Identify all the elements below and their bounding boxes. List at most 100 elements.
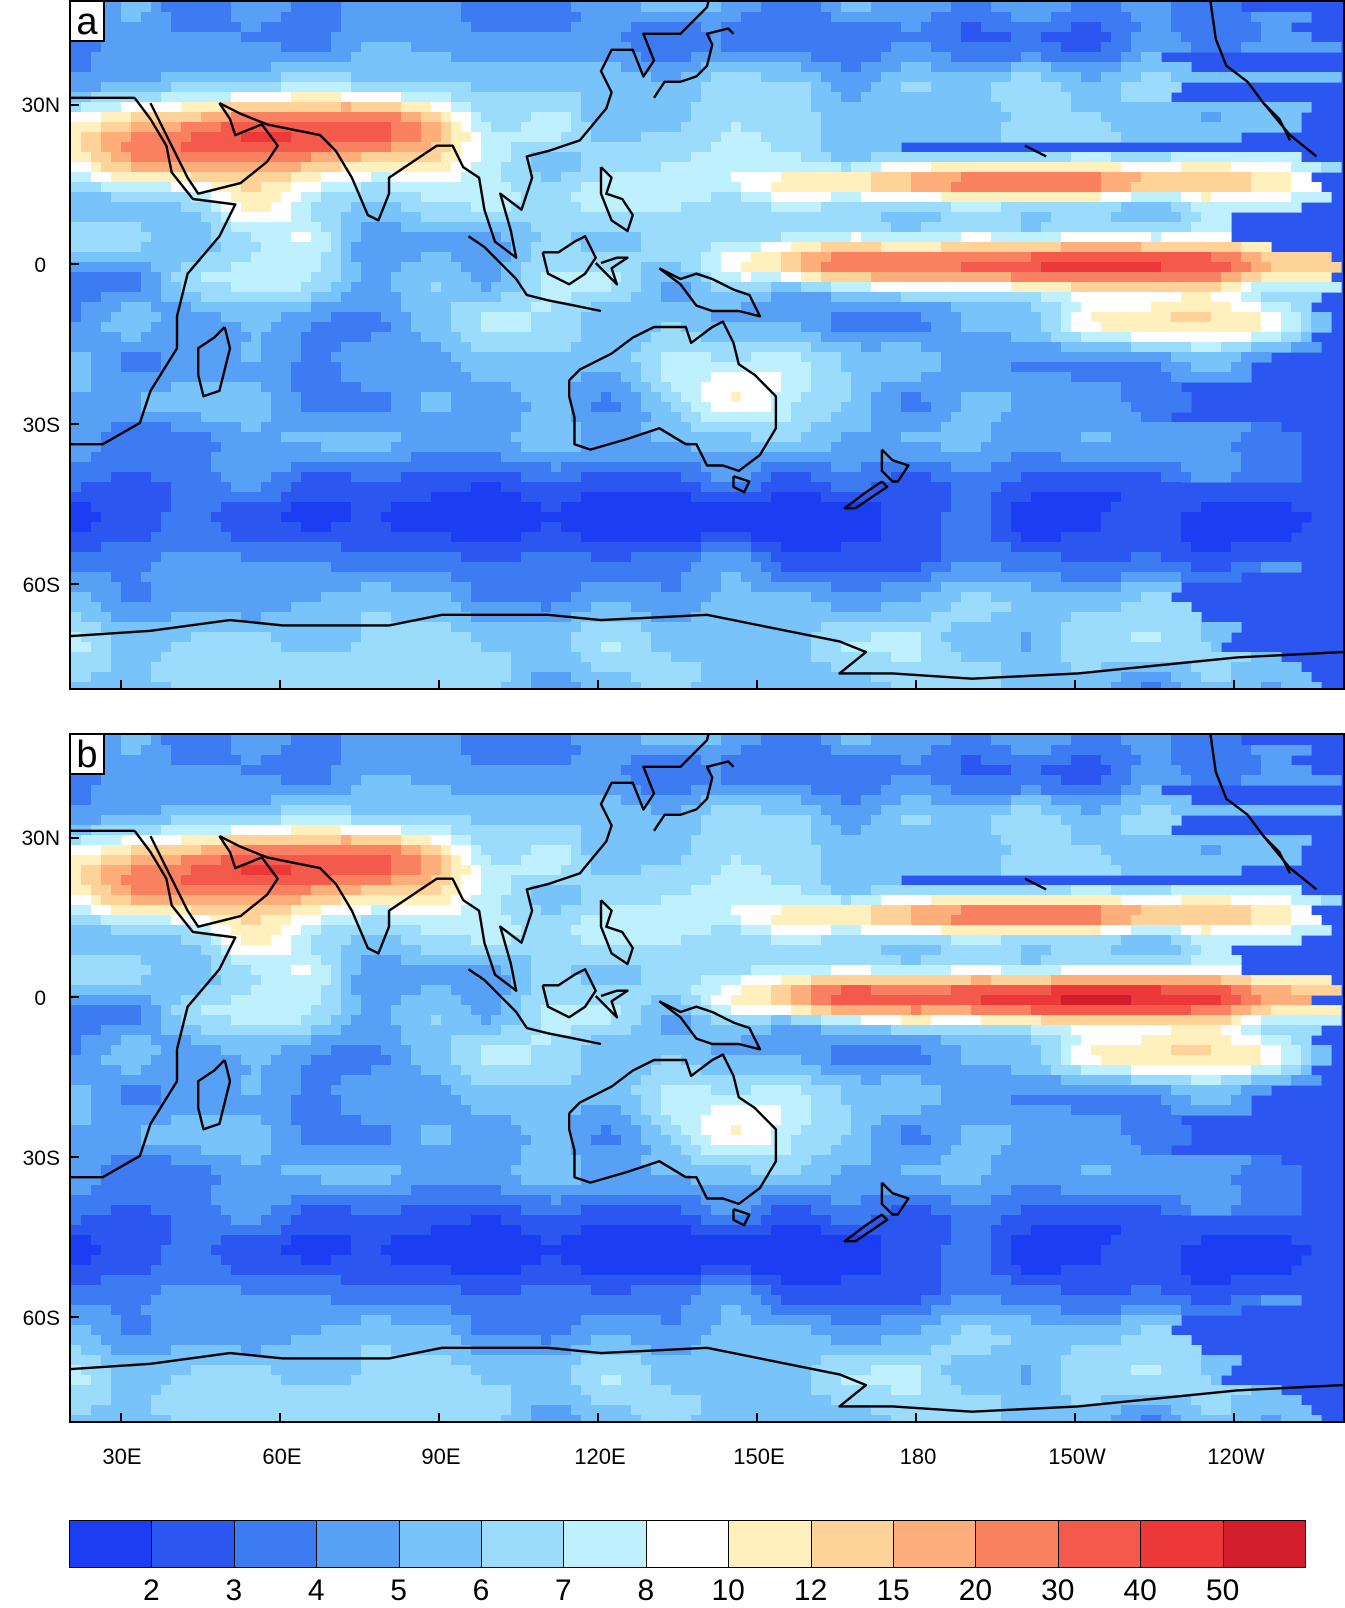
x-label-60e: 60E: [262, 1444, 302, 1469]
colorbar: [69, 1520, 1307, 1568]
arabia-coast: [149, 835, 279, 928]
x-tick: [597, 680, 599, 690]
x-tick: [438, 1413, 440, 1423]
new-guinea-coast: [658, 1000, 762, 1051]
y-tick: [69, 263, 79, 265]
madagascar-coast: [196, 1059, 232, 1131]
y-tick: [69, 104, 79, 106]
japan-coast: [652, 760, 735, 832]
arabia-coast: [149, 102, 279, 195]
map-panel-a: a: [69, 0, 1345, 690]
borneo-coast: [541, 235, 597, 286]
y-tick: [69, 837, 79, 839]
colorbar-segment: [893, 1520, 977, 1568]
colorbar-label: 3: [225, 1574, 243, 1607]
colorbar-segment: [563, 1520, 648, 1568]
coastline-b: [71, 735, 1343, 1413]
colorbar-label: 4: [307, 1574, 325, 1607]
japan-coast: [652, 27, 735, 99]
hawaii-coast: [1024, 144, 1047, 158]
x-tick: [438, 680, 440, 690]
philippines-coast: [599, 899, 634, 966]
baja-coast: [1262, 102, 1292, 141]
africa-coast: [71, 97, 237, 446]
colorbar-segment: [1222, 1520, 1307, 1568]
tasmania-coast: [732, 475, 751, 494]
panel-label-b: b: [71, 735, 105, 775]
colorbar-segment: [1140, 1520, 1225, 1568]
x-label-150e: 150E: [733, 1444, 785, 1469]
x-tick: [120, 680, 122, 690]
colorbar-label: 15: [876, 1574, 910, 1607]
y-label-0-a: 0: [34, 254, 46, 277]
y-label-60s-a: 60S: [22, 574, 60, 597]
y-label-0-b: 0: [34, 987, 46, 1010]
colorbar-label: 20: [958, 1574, 993, 1607]
y-tick: [69, 1156, 79, 1158]
antarctica-coast: [71, 613, 1343, 680]
precip-field-b: [71, 735, 1342, 1421]
colorbar-label: 2: [143, 1574, 160, 1607]
antarctica-coast: [71, 1346, 1343, 1413]
colorbar-segment: [481, 1520, 565, 1568]
colorbar-label: 8: [637, 1574, 655, 1607]
colorbar-segment: [975, 1520, 1060, 1568]
colorbar-label: 5: [390, 1574, 407, 1607]
map-panel-b: b: [69, 733, 1345, 1423]
colorbar-label: 12: [793, 1574, 828, 1607]
nz-north-coast: [880, 448, 910, 483]
x-label-120w: 120W: [1207, 1444, 1265, 1469]
y-tick: [69, 1316, 79, 1318]
y-tick: [69, 583, 79, 585]
borneo-coast: [541, 968, 597, 1019]
colorbar-segment: [233, 1520, 318, 1568]
sulawesi-coast: [594, 256, 629, 286]
tasmania-coast: [732, 1208, 751, 1227]
precip-field-a: [71, 2, 1342, 688]
y-label-30n-b: 30N: [21, 827, 60, 850]
colorbar-segment: [810, 1520, 895, 1568]
y-label-30n-a: 30N: [21, 94, 60, 117]
colorbar-segment: [398, 1520, 483, 1568]
y-tick: [69, 423, 79, 425]
australia-coast: [568, 1053, 778, 1206]
colorbar-segment: [1057, 1520, 1142, 1568]
x-tick: [915, 1413, 917, 1423]
x-tick: [279, 680, 281, 690]
x-tick: [279, 1413, 281, 1423]
y-label-30s-b: 30S: [22, 1147, 60, 1170]
colorbar-label: 30: [1041, 1574, 1075, 1607]
panel-label-a: a: [71, 2, 105, 42]
philippines-coast: [599, 166, 634, 233]
x-label-180: 180: [899, 1444, 937, 1469]
hawaii-coast: [1024, 877, 1047, 891]
y-label-60s-b: 60S: [22, 1307, 60, 1330]
colorbar-segment: [151, 1520, 236, 1568]
sumatra-java-coast: [467, 235, 602, 313]
north-america-coast: [1209, 735, 1318, 891]
x-label-30e: 30E: [102, 1444, 142, 1469]
colorbar-label: 50: [1205, 1574, 1240, 1607]
colorbar-segment: [645, 1520, 730, 1568]
y-label-30s-a: 30S: [22, 414, 60, 437]
x-tick: [915, 680, 917, 690]
x-tick: [756, 680, 758, 690]
sulawesi-coast: [594, 989, 629, 1019]
africa-coast: [71, 830, 237, 1179]
x-tick: [1074, 1413, 1076, 1423]
x-tick: [120, 1413, 122, 1423]
sumatra-java-coast: [467, 968, 602, 1046]
x-label-90e: 90E: [421, 1444, 461, 1469]
y-tick: [69, 996, 79, 998]
x-tick: [1074, 680, 1076, 690]
colorbar-label: 10: [711, 1574, 745, 1607]
x-label-150w: 150W: [1048, 1444, 1106, 1469]
colorbar-label: 6: [472, 1574, 490, 1607]
colorbar-label: 7: [555, 1574, 572, 1607]
madagascar-coast: [196, 326, 232, 398]
x-tick: [1233, 1413, 1235, 1423]
asia-coast: [218, 735, 710, 992]
north-america-coast: [1209, 2, 1318, 158]
x-tick: [1233, 680, 1235, 690]
australia-coast: [568, 320, 778, 473]
